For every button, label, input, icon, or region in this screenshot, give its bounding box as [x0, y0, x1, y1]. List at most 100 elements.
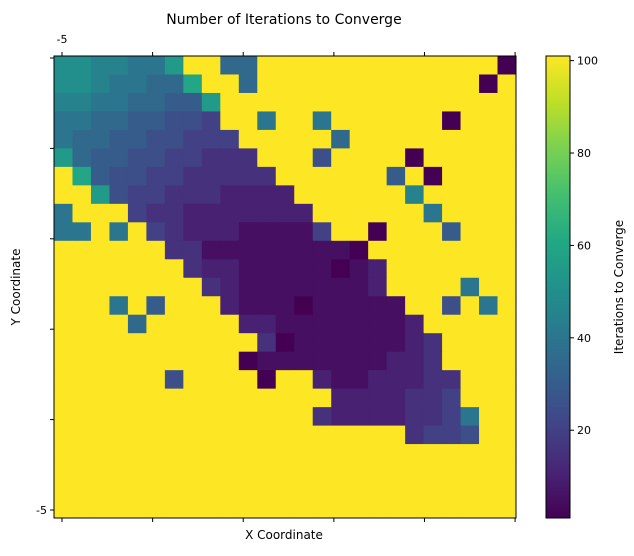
heatmap-cell [146, 148, 166, 168]
heatmap-cell [423, 444, 443, 464]
heatmap-cell [127, 222, 147, 242]
heatmap-cell [312, 462, 332, 482]
heatmap-cell [238, 499, 258, 519]
heatmap-cell [127, 185, 147, 205]
heatmap-cell [220, 185, 240, 205]
heatmap-cell [127, 148, 147, 168]
heatmap-cell [349, 388, 369, 408]
heatmap-cell [405, 92, 425, 112]
heatmap-cell [275, 74, 295, 94]
heatmap-cell [460, 462, 480, 482]
heatmap-cell [349, 481, 369, 501]
heatmap-cell [294, 462, 314, 482]
heatmap-cell [109, 56, 129, 75]
heatmap-cell [405, 481, 425, 501]
heatmap-cell [72, 240, 92, 260]
heatmap-cell [164, 499, 184, 519]
heatmap-cell [220, 74, 240, 94]
heatmap-cell [423, 481, 443, 501]
heatmap-cell [183, 222, 203, 242]
heatmap-cell [109, 314, 129, 334]
heatmap-cell [238, 129, 258, 149]
heatmap-cell [90, 481, 110, 501]
heatmap-cell [164, 203, 184, 223]
heatmap-cell [127, 56, 147, 75]
heatmap-cell [127, 425, 147, 445]
heatmap-cell [331, 111, 351, 131]
heatmap-cell [146, 481, 166, 501]
heatmap-cell [497, 277, 517, 297]
heatmap-cell [294, 129, 314, 149]
heatmap-cell [460, 351, 480, 371]
heatmap-cell [331, 259, 351, 279]
heatmap-cell [54, 481, 73, 501]
heatmap-cell [331, 314, 351, 334]
heatmap-cell [312, 351, 332, 371]
heatmap-cell [220, 296, 240, 316]
heatmap-cell [201, 203, 221, 223]
heatmap-cell [220, 56, 240, 75]
heatmap-cell [109, 499, 129, 519]
heatmap-cell [405, 259, 425, 279]
heatmap-cell [275, 222, 295, 242]
heatmap-cell [146, 240, 166, 260]
heatmap-cell [349, 166, 369, 186]
heatmap-cell [201, 296, 221, 316]
heatmap-cell [164, 277, 184, 297]
heatmap-cell [294, 388, 314, 408]
heatmap-cell [72, 351, 92, 371]
heatmap-cell [90, 56, 110, 75]
heatmap-cell [331, 277, 351, 297]
heatmap-cell [312, 185, 332, 205]
heatmap-cell [54, 222, 73, 242]
heatmap-cell [54, 185, 73, 205]
heatmap-cell [127, 111, 147, 131]
heatmap-cell [146, 444, 166, 464]
heatmap-cell [109, 111, 129, 131]
heatmap-cell [183, 203, 203, 223]
heatmap-cell [423, 203, 443, 223]
heatmap-cell [183, 314, 203, 334]
heatmap-cell [54, 56, 73, 75]
heatmap-cell [164, 296, 184, 316]
heatmap-cell [201, 499, 221, 519]
heatmap-cell [294, 499, 314, 519]
heatmap-cell [331, 388, 351, 408]
heatmap-cell [479, 351, 499, 371]
heatmap-cell [312, 425, 332, 445]
heatmap-cell [312, 388, 332, 408]
heatmap-cell [479, 314, 499, 334]
heatmap-cell [127, 407, 147, 427]
heatmap-cell [238, 56, 258, 75]
heatmap-cell [54, 351, 73, 371]
heatmap-cell [90, 444, 110, 464]
heatmap-cell [201, 333, 221, 353]
heatmap-cell [368, 166, 388, 186]
heatmap-cell [54, 277, 73, 297]
heatmap-cell [257, 333, 277, 353]
heatmap-cell [497, 388, 517, 408]
heatmap-cell [497, 333, 517, 353]
heatmap-cell [460, 222, 480, 242]
heatmap-cell [423, 166, 443, 186]
heatmap-cell [183, 462, 203, 482]
heatmap-cell [72, 407, 92, 427]
heatmap-cell [220, 388, 240, 408]
heatmap-cell [257, 425, 277, 445]
heatmap-cell [349, 407, 369, 427]
heatmap-cell [164, 111, 184, 131]
heatmap-cell [423, 407, 443, 427]
heatmap-cell [54, 129, 73, 149]
heatmap-cell [90, 425, 110, 445]
heatmap-cell [127, 481, 147, 501]
heatmap-cell [497, 462, 517, 482]
heatmap-cell [127, 314, 147, 334]
heatmap-cell [257, 74, 277, 94]
heatmap-cell [423, 240, 443, 260]
heatmap-cell [423, 129, 443, 149]
heatmap-cell [201, 314, 221, 334]
heatmap-cell [220, 259, 240, 279]
heatmap-cell [497, 185, 517, 205]
heatmap-cell [164, 222, 184, 242]
